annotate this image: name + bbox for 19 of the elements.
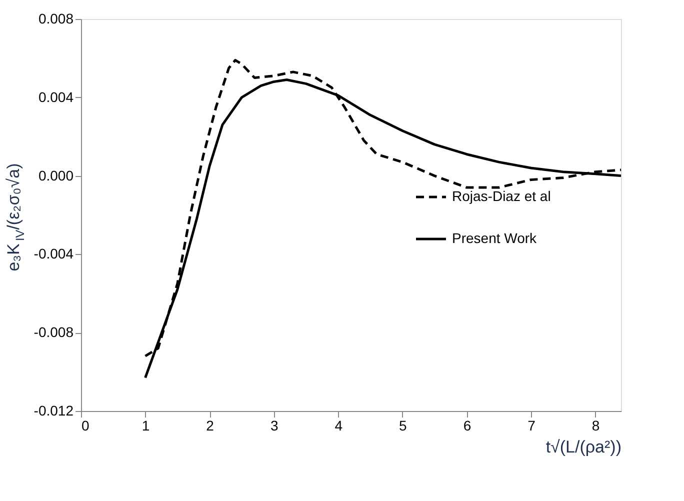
y-tick-label: 0.004 <box>38 88 74 105</box>
y-tick-label: 0.008 <box>38 10 74 26</box>
legend-label: Rojas-Diaz et al <box>452 188 551 204</box>
x-axis-title: t√(L/(ρa²)) <box>546 438 622 456</box>
y-tick-label: -0.008 <box>34 324 74 340</box>
x-tick-label: 3 <box>270 418 278 434</box>
x-tick-label: 4 <box>334 418 343 434</box>
y-tick-label: 0.000 <box>38 167 74 184</box>
x-tick-label: 8 <box>592 418 600 434</box>
y-axis-title: e₃KIV/(ε₂σ₀√a) <box>4 163 27 272</box>
x-tick-label: 2 <box>206 418 214 434</box>
x-tick-label: 1 <box>142 418 150 434</box>
x-tick-label: 6 <box>463 418 472 434</box>
x-tick-label: 7 <box>528 418 536 434</box>
x-tick-label: 0 <box>82 418 90 434</box>
y-tick-label: -0.012 <box>34 402 74 418</box>
y-tick-label: -0.004 <box>34 246 74 262</box>
legend-label: Present Work <box>452 230 538 246</box>
x-tick-label: 5 <box>399 418 408 434</box>
